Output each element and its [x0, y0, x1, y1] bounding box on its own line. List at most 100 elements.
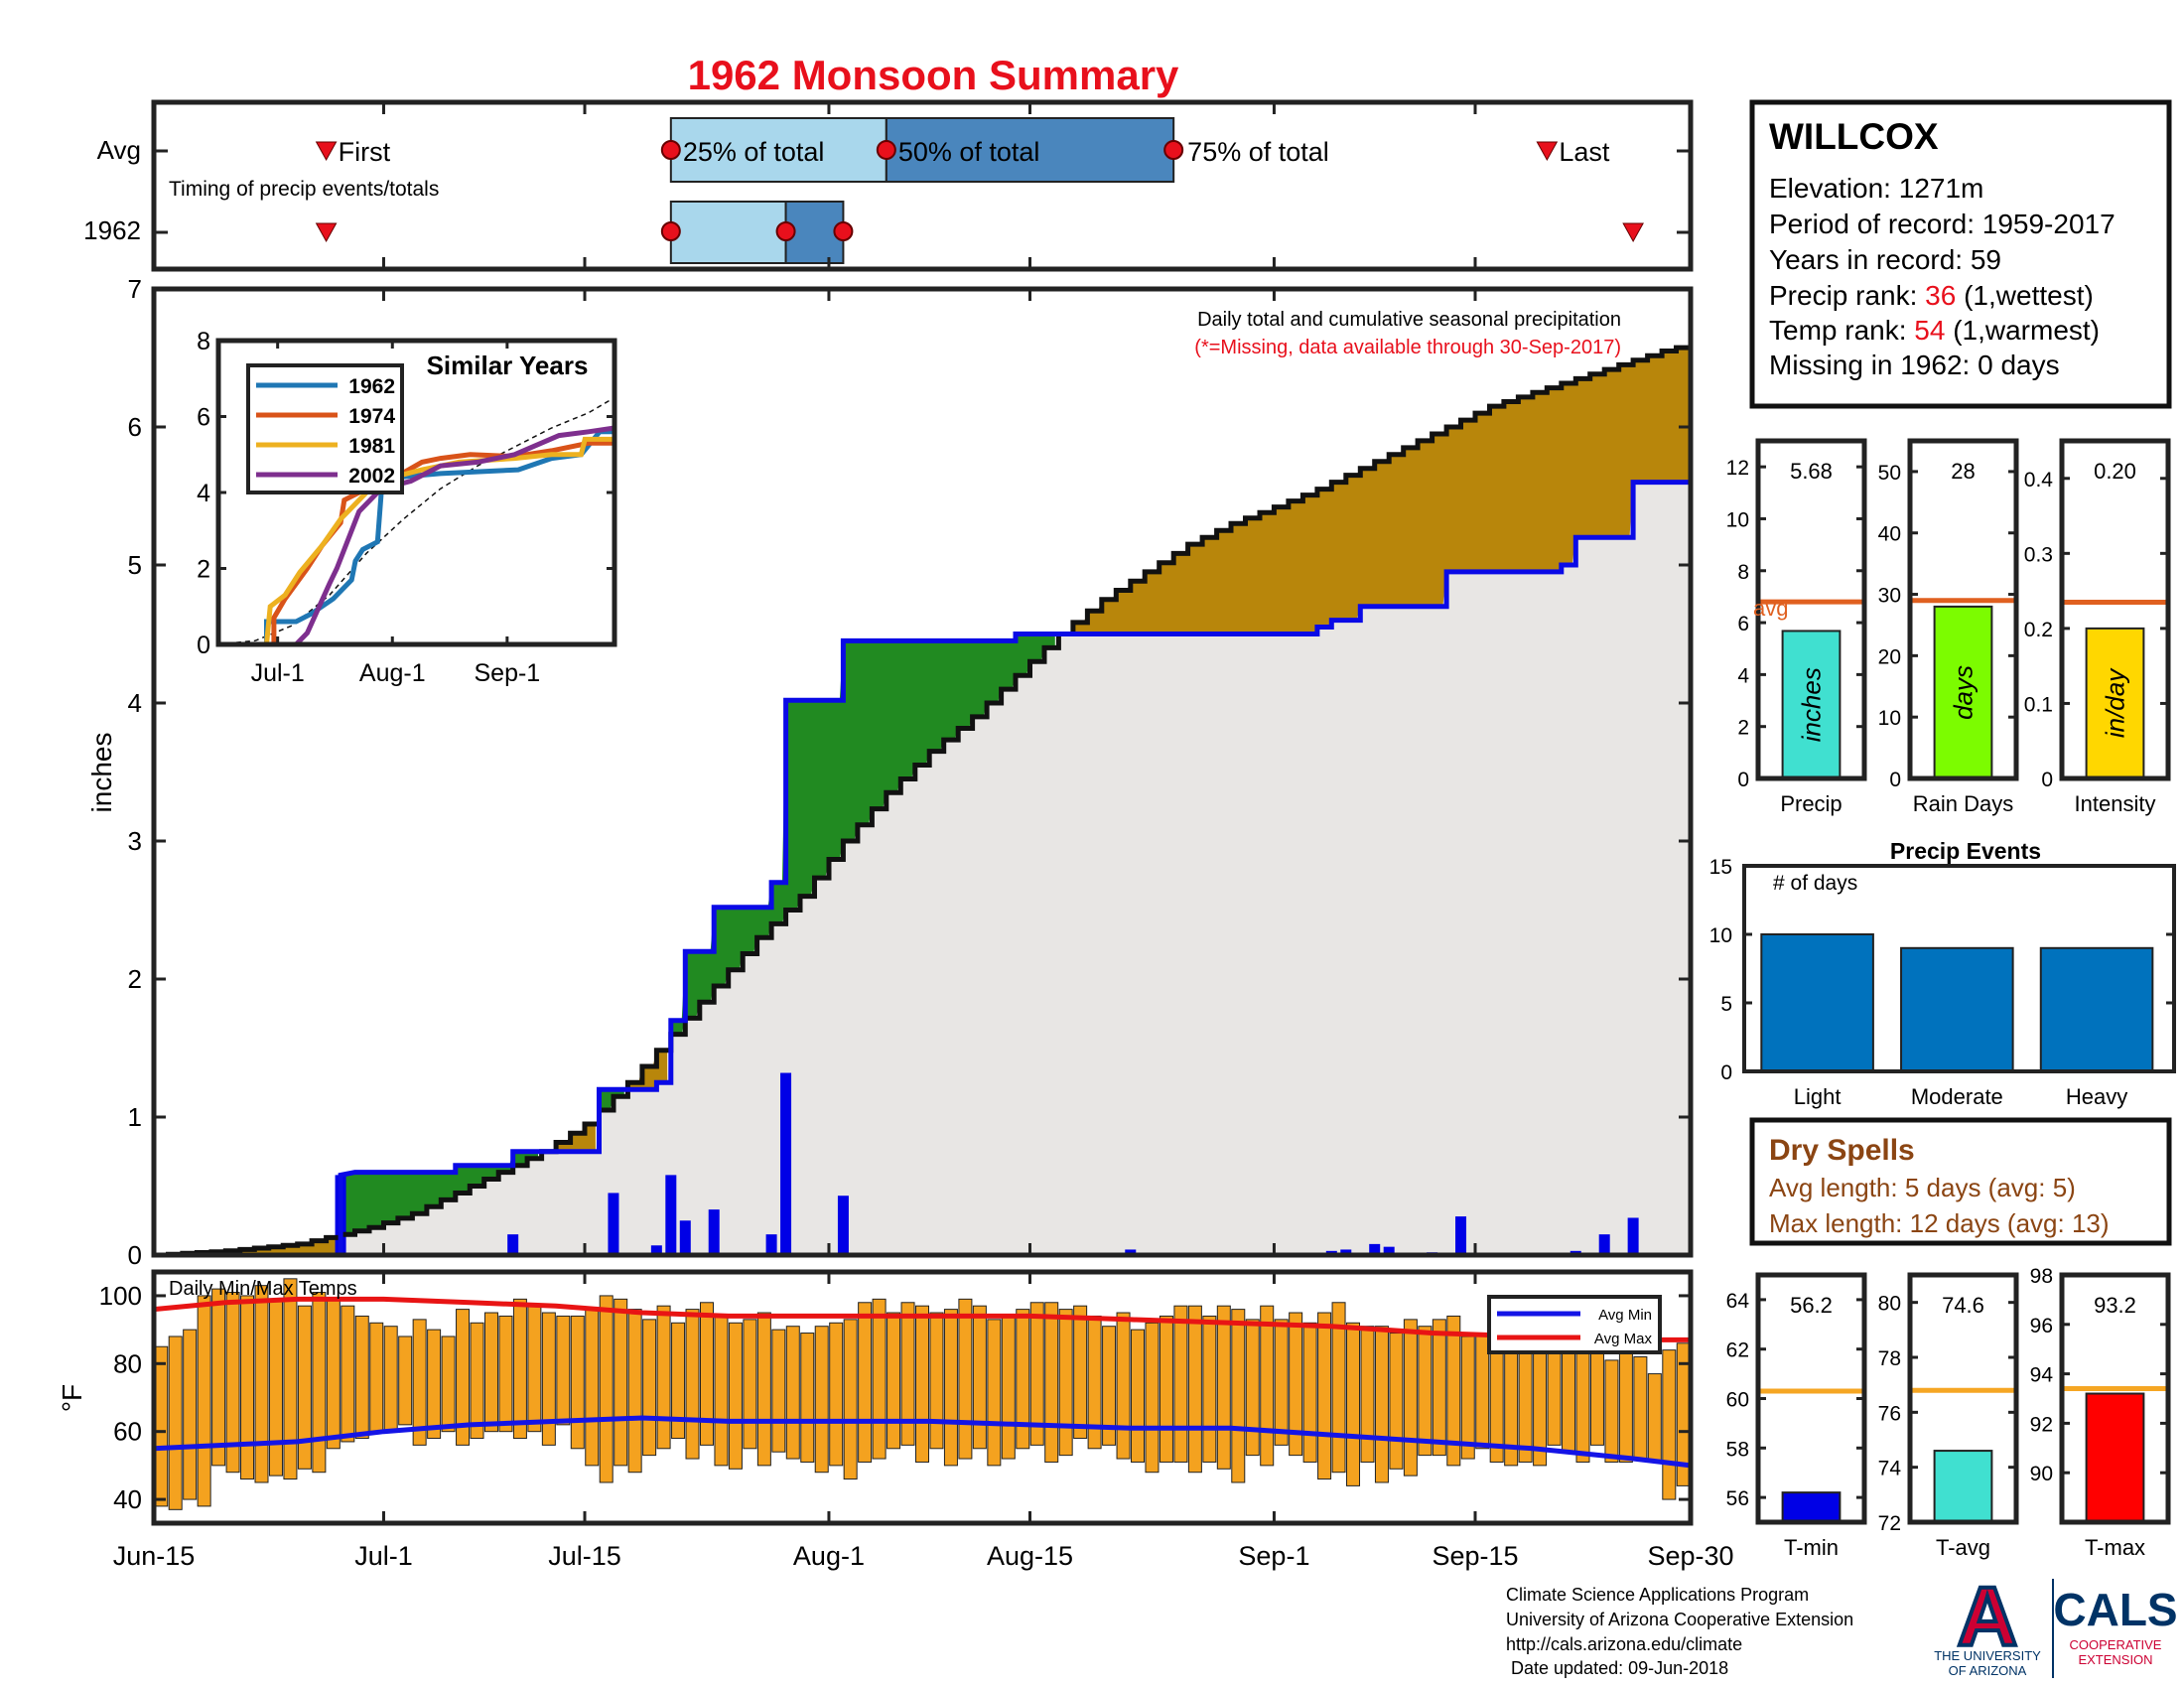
- daily-temp-bar: [1633, 1355, 1648, 1460]
- daily-temp-bar: [958, 1298, 973, 1460]
- value-label: 56.2: [1790, 1293, 1833, 1318]
- daily-temp-bar: [1131, 1329, 1146, 1463]
- daily-temp-bar: [656, 1305, 671, 1450]
- y-tick-label: 94: [2030, 1364, 2054, 1387]
- daily-temp-bar: [1073, 1305, 1088, 1440]
- daily-temp-bar: [1159, 1315, 1173, 1463]
- cals-logo-sub-2: EXTENSION: [2078, 1652, 2152, 1667]
- main-y-tick-label: 1: [128, 1102, 142, 1132]
- daily-precip-bar: [1455, 1216, 1467, 1255]
- year-last-marker: [1622, 222, 1644, 243]
- events-y-tick-label: 5: [1720, 993, 1732, 1016]
- ua-logo-text-2: OF ARIZONA: [1949, 1663, 2027, 1678]
- below-average-area: [168, 344, 1691, 1256]
- daily-precip-bar: [679, 1220, 691, 1255]
- event-category-label: Light: [1794, 1084, 1842, 1109]
- station-elevation: Elevation: 1271m: [1769, 173, 1983, 204]
- year-p75-marker: [833, 221, 854, 241]
- daily-temp-bar: [1302, 1322, 1317, 1463]
- y-tick-label: 64: [1726, 1290, 1750, 1313]
- daily-temp-bar: [599, 1295, 614, 1483]
- avg-p75-marker: [1163, 140, 1184, 160]
- daily-precip-bar: [1340, 1249, 1352, 1255]
- timing-panel: Avg 1962 Timing of precip events/totals …: [83, 99, 1694, 272]
- daily-precip-bar: [665, 1175, 677, 1255]
- daily-temp-bar: [1360, 1326, 1375, 1463]
- intensity-bar-chart: 0.20 0 0.1 0.2 0.3 0.4 Intensity in/day: [2024, 438, 2171, 816]
- daily-temp-bar: [743, 1319, 757, 1450]
- date-axis-labels: Jun-15 Jul-1 Jul-15 Aug-1 Aug-15 Sep-1 Sep-15 S…: [113, 1541, 1734, 1571]
- value-bar: [1781, 1491, 1842, 1523]
- y-tick-label: 58: [1726, 1438, 1749, 1461]
- value-label: 74.6: [1942, 1293, 1984, 1318]
- y-tick-label: 50: [1878, 462, 1901, 485]
- daily-temp-bar: [512, 1298, 527, 1440]
- tmax-bar-chart: 93.2 90 92 94 96 98 T-max: [2030, 1265, 2171, 1560]
- station-info-box: WILLCOX Elevation: 1271m Period of recor…: [1749, 99, 2172, 409]
- avg-quartile-box-25-50: [669, 117, 887, 183]
- daily-temp-bar: [1245, 1319, 1260, 1457]
- similar-years-title: Similar Years: [427, 351, 589, 380]
- y-tick-label: 20: [1878, 645, 1901, 668]
- y-tick-label: 98: [2030, 1265, 2053, 1288]
- station-precip-rank: Precip rank: 36 (1,wettest): [1769, 280, 2094, 311]
- main-y-tick-label: 6: [128, 412, 142, 442]
- daily-temp-bar: [1662, 1349, 1677, 1500]
- event-bar-heavy: [2039, 946, 2154, 1072]
- daily-temp-bar: [456, 1309, 471, 1446]
- year-first-marker: [315, 222, 338, 243]
- y-tick-label: 0.4: [2024, 469, 2054, 492]
- station-years: Years in record: 59: [1769, 244, 2001, 275]
- daily-temp-bar: [254, 1285, 269, 1483]
- pct25-label: 25% of total: [683, 137, 825, 167]
- y-tick-label: 0.3: [2024, 543, 2053, 566]
- main-y-axis-label: inches: [86, 733, 117, 813]
- category-label: Rain Days: [1913, 791, 2013, 816]
- similar-years-legend: 1962 1974 1981 2002: [246, 363, 404, 494]
- daily-temp-bar: [341, 1305, 355, 1443]
- daily-temp-bar: [1331, 1302, 1346, 1474]
- y-tick-label: 40: [1878, 523, 1901, 546]
- year-p25-marker: [660, 221, 681, 241]
- daily-temp-bar: [1446, 1315, 1461, 1467]
- temp-y-tick-label: 60: [113, 1417, 142, 1447]
- daily-temp-bar: [427, 1329, 442, 1440]
- main-chart-title: Daily total and cumulative seasonal prec…: [1197, 309, 1621, 331]
- station-missing: Missing in 1962: 0 days: [1769, 350, 2060, 380]
- timing-caption: Timing of precip events/totals: [169, 178, 439, 201]
- dry-spells-avg: Avg length: 5 days (avg: 5): [1769, 1173, 2076, 1202]
- station-period: Period of record: 1959-2017: [1769, 209, 2116, 239]
- timing-row-year-label: 1962: [83, 215, 141, 245]
- daily-precip-bar: [837, 1196, 849, 1255]
- daily-precip-bar: [1627, 1217, 1639, 1255]
- similar-x-tick-label: Aug-1: [359, 659, 426, 687]
- event-category-label: Heavy: [2066, 1084, 2127, 1109]
- category-label: T-max: [2085, 1535, 2145, 1560]
- y-tick-label: 0.2: [2024, 619, 2053, 641]
- footer-line-3: http://cals.arizona.edu/climate: [1506, 1634, 1742, 1654]
- cals-logo-sub-1: COOPERATIVE: [2070, 1637, 2162, 1652]
- main-y-tick-label: 0: [128, 1240, 142, 1270]
- tmin-bar-chart: 56.2 56 58 60 62 64 T-min: [1726, 1272, 1867, 1560]
- daily-temp-bar: [1016, 1309, 1030, 1450]
- small-chart-bg: [1758, 1275, 1864, 1522]
- date-tick-label: Jun-15: [113, 1541, 196, 1571]
- daily-temp-bar: [585, 1309, 600, 1467]
- daily-temp-bar: [1001, 1315, 1016, 1460]
- year-quartile-box-25-50: [669, 201, 787, 264]
- daily-temp-bar: [987, 1319, 1002, 1467]
- footer: Climate Science Applications Program Uni…: [1506, 1585, 1853, 1678]
- y-tick-label: 92: [2030, 1413, 2053, 1436]
- daily-temp-bar: [843, 1319, 858, 1480]
- y-tick-label: 0: [1889, 769, 1901, 791]
- y-tick-label: 74: [1878, 1458, 1902, 1480]
- y-tick-label: 60: [1726, 1389, 1749, 1412]
- y-tick-label: 30: [1878, 585, 1901, 608]
- daily-temp-bar: [1202, 1315, 1217, 1463]
- y-tick-label: 0: [1737, 769, 1749, 791]
- events-y-tick-label: 10: [1709, 924, 1732, 947]
- similar-y-tick-label: 2: [197, 556, 210, 584]
- daily-temp-bar: [398, 1336, 413, 1426]
- daily-precip-bar: [708, 1209, 720, 1255]
